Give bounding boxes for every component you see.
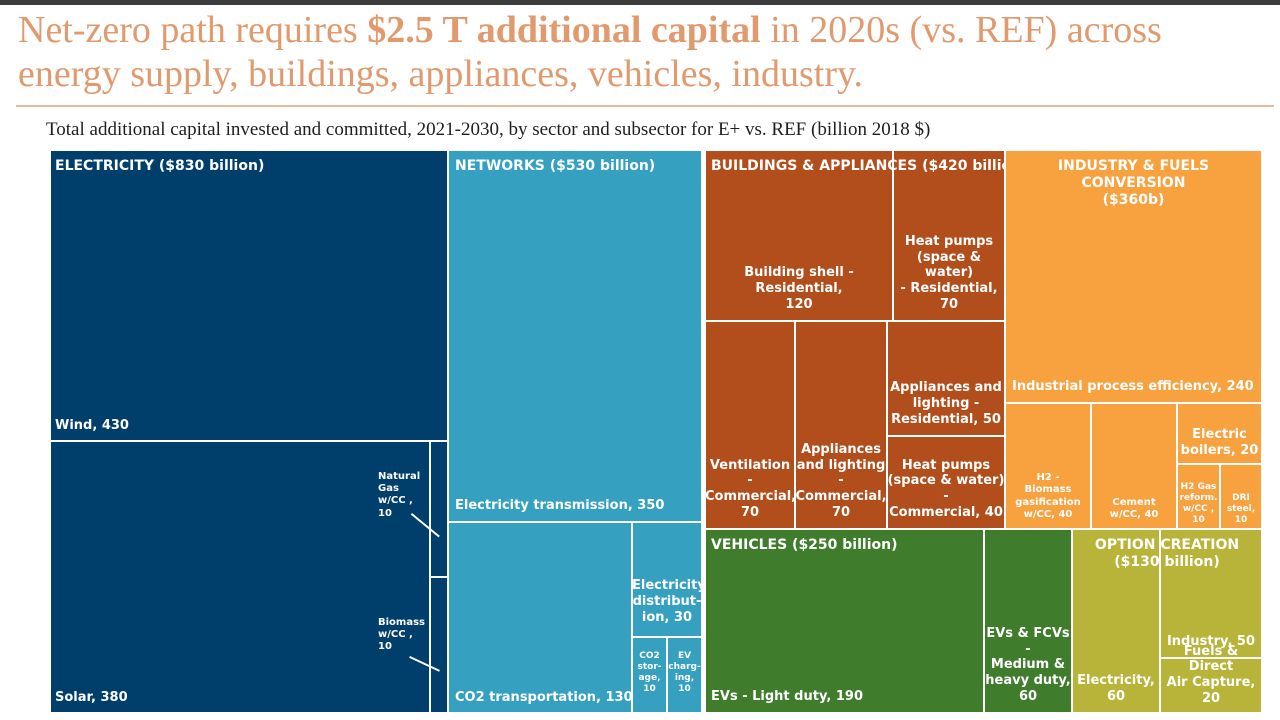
chart-subtitle: Total additional capital invested and co… [46,119,931,140]
cell-label-electricity-distribution: Electricity distribut- ion, 30 [632,578,706,625]
treemap-cell-ventilation-commercial [705,321,795,529]
cell-label-industrial-process-efficiency: Industrial process efficiency, 240 [1012,379,1254,395]
sector-header-industry: INDUSTRY & FUELS CONVERSION ($360b) [1057,158,1210,209]
treemap-cell-electricity [1072,529,1160,713]
cell-label-heat-pumps-space-and-water-residential: Heat pumps (space & water) - Residential… [900,233,998,313]
treemap-cell-natural-gas-w-cc [430,441,448,577]
cell-label-cement-w-cc: Cement w/CC, 40 [1109,496,1159,520]
title-highlight: $2.5 T additional capital [367,9,761,51]
cell-label-biomass-w-cc: Biomass w/CC , 10 [378,617,425,653]
treemap-cell-electricity-transmission [448,150,702,522]
treemap-cell-co2-transportation [448,522,632,713]
treemap-cell-h2-gas-reform-w-cc [1177,464,1220,529]
treemap-cell-appliances-and-lighting-commercial [795,321,887,529]
cell-label-h2-gas-reform-w-cc: H2 Gas reform. w/CC , 10 [1179,482,1218,526]
treemap-cell-appliances-and-lighting-residential [887,321,1005,436]
cell-label-co2-transportation: CO2 transportation, 130 [455,690,633,706]
title-part2: in 2020s (vs. REF) across energy supply,… [18,9,1162,95]
cell-label-co2-storage: CO2 stor- age, 10 [637,651,662,694]
cell-label-solar: Solar, 380 [55,690,128,706]
treemap-cell-electricity-distribution [632,522,702,637]
treemap-cell-electric-boilers [1177,403,1262,464]
title-part1: Net-zero path requires [18,9,368,51]
sector-header-networks: NETWORKS ($530 billion) [455,158,656,174]
treemap-cell-biomass-w-cc [430,577,448,713]
sector-header-buildings: BUILDINGS & APPLIANCES ($420 billion) [711,158,1028,174]
treemap-cell-h2-biomass-gasification-w-cc [1005,403,1091,529]
treemap-cell-industrial-process-efficiency [1005,150,1262,403]
cell-label-electricity: Electricity, 60 [1077,673,1155,705]
treemap-cell-ev-charging [667,637,702,713]
treemap-cell-wind [50,150,448,441]
page-title: Net-zero path requires $2.5 T additional… [18,8,1273,96]
cell-label-heat-pumps-space-and-water-commercial: Heat pumps (space & water) - Commercial,… [887,457,1005,521]
cell-label-fuels-and-direct-air-capture: Fuels & Direct Air Capture, 20 [1166,643,1256,707]
treemap-cell-co2-storage [632,637,667,713]
cell-label-building-shell-residential: Building shell - Residential, 120 [744,265,854,313]
cell-label-appliances-and-lighting-residential: Appliances and lighting - Residential, 5… [890,380,1002,428]
sector-header-option-creation: OPTION CREATION ($130 billion) [1094,537,1240,571]
cell-label-electricity-transmission: Electricity transmission, 350 [455,498,665,514]
top-bar [0,0,1280,5]
cell-label-industry: Industry, 50 [1166,634,1256,650]
cell-label-appliances-and-lighting-commercial: Appliances and lighting - Commercial, 70 [795,441,887,521]
treemap-cell-fuels-and-direct-air-capture [1160,658,1262,713]
treemap-cell-solar [50,441,430,713]
treemap-cell-evs-and-fcvs-medium-and-heavy-duty [984,529,1072,713]
cell-label-wind: Wind, 430 [55,418,129,434]
title-divider [16,105,1274,107]
cell-label-evs-light-duty: EVs - Light duty, 190 [711,689,864,705]
cell-label-ventilation-commercial: Ventilation - Commercial, 70 [705,457,797,521]
cell-label-evs-and-fcvs-medium-and-heavy-duty: EVs & FCVs - Medium & heavy duty, 60 [985,625,1071,705]
cell-label-ev-charging: EV charg- ing, 10 [668,651,701,694]
cell-label-natural-gas-w-cc: Natural Gas w/CC , 10 [378,471,421,519]
cell-label-h2-biomass-gasification-w-cc: H2 - Biomass gasification w/CC, 40 [1015,472,1081,520]
treemap-cell-dri-steel [1220,464,1262,529]
cell-label-electric-boilers: Electric boilers, 20 [1180,427,1259,459]
cell-label-dri-steel: DRI steel, 10 [1226,493,1256,526]
sector-header-electricity: ELECTRICITY ($830 billion) [55,158,265,174]
treemap-cell-cement-w-cc [1091,403,1177,529]
treemap-cell-heat-pumps-space-and-water-residential [893,150,1005,321]
treemap-cell-building-shell-residential [705,150,893,321]
treemap-cell-heat-pumps-space-and-water-commercial [887,436,1005,529]
sector-header-vehicles: VEHICLES ($250 billion) [711,537,898,553]
treemap-cell-industry [1160,529,1262,658]
treemap-cell-evs-light-duty [705,529,984,713]
